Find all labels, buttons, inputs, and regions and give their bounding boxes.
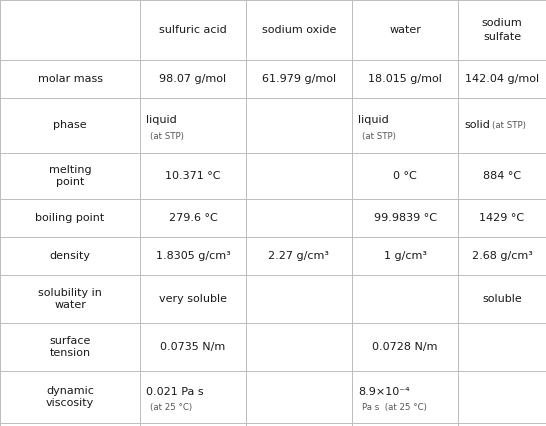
Text: boiling point: boiling point xyxy=(35,213,105,223)
Text: 1.8305 g/cm³: 1.8305 g/cm³ xyxy=(156,251,230,261)
Text: dynamic
viscosity: dynamic viscosity xyxy=(46,386,94,408)
Text: sulfuric acid: sulfuric acid xyxy=(159,25,227,35)
Text: 18.015 g/mol: 18.015 g/mol xyxy=(368,74,442,84)
Text: 2.68 g/cm³: 2.68 g/cm³ xyxy=(472,251,532,261)
Text: surface
tension: surface tension xyxy=(49,336,91,358)
Text: 1 g/cm³: 1 g/cm³ xyxy=(383,251,426,261)
Text: solid: solid xyxy=(464,121,490,130)
Text: 884 °C: 884 °C xyxy=(483,171,521,181)
Text: density: density xyxy=(50,251,91,261)
Text: 2.27 g/cm³: 2.27 g/cm³ xyxy=(269,251,329,261)
Text: (at STP): (at STP) xyxy=(150,132,184,141)
Text: liquid: liquid xyxy=(358,115,389,125)
Text: 142.04 g/mol: 142.04 g/mol xyxy=(465,74,539,84)
Text: 8.9×10⁻⁴: 8.9×10⁻⁴ xyxy=(358,387,410,397)
Text: (at STP): (at STP) xyxy=(492,121,526,130)
Text: (at 25 °C): (at 25 °C) xyxy=(150,403,192,412)
Text: 279.6 °C: 279.6 °C xyxy=(169,213,217,223)
Text: sodium
sulfate: sodium sulfate xyxy=(482,18,523,42)
Text: 0.0728 N/m: 0.0728 N/m xyxy=(372,342,438,352)
Text: solubility in
water: solubility in water xyxy=(38,288,102,310)
Text: 0.021 Pa s: 0.021 Pa s xyxy=(146,387,204,397)
Text: sodium oxide: sodium oxide xyxy=(262,25,336,35)
Text: very soluble: very soluble xyxy=(159,294,227,304)
Text: 98.07 g/mol: 98.07 g/mol xyxy=(159,74,227,84)
Text: (at STP): (at STP) xyxy=(362,132,396,141)
Text: phase: phase xyxy=(53,121,87,130)
Text: melting
point: melting point xyxy=(49,165,91,187)
Text: 0 °C: 0 °C xyxy=(393,171,417,181)
Text: 1429 °C: 1429 °C xyxy=(479,213,525,223)
Text: 10.371 °C: 10.371 °C xyxy=(165,171,221,181)
Text: Pa s  (at 25 °C): Pa s (at 25 °C) xyxy=(362,403,427,412)
Text: 0.0735 N/m: 0.0735 N/m xyxy=(161,342,225,352)
Text: water: water xyxy=(389,25,421,35)
Text: molar mass: molar mass xyxy=(38,74,103,84)
Text: liquid: liquid xyxy=(146,115,177,125)
Text: 99.9839 °C: 99.9839 °C xyxy=(373,213,436,223)
Text: 61.979 g/mol: 61.979 g/mol xyxy=(262,74,336,84)
Text: soluble: soluble xyxy=(482,294,522,304)
